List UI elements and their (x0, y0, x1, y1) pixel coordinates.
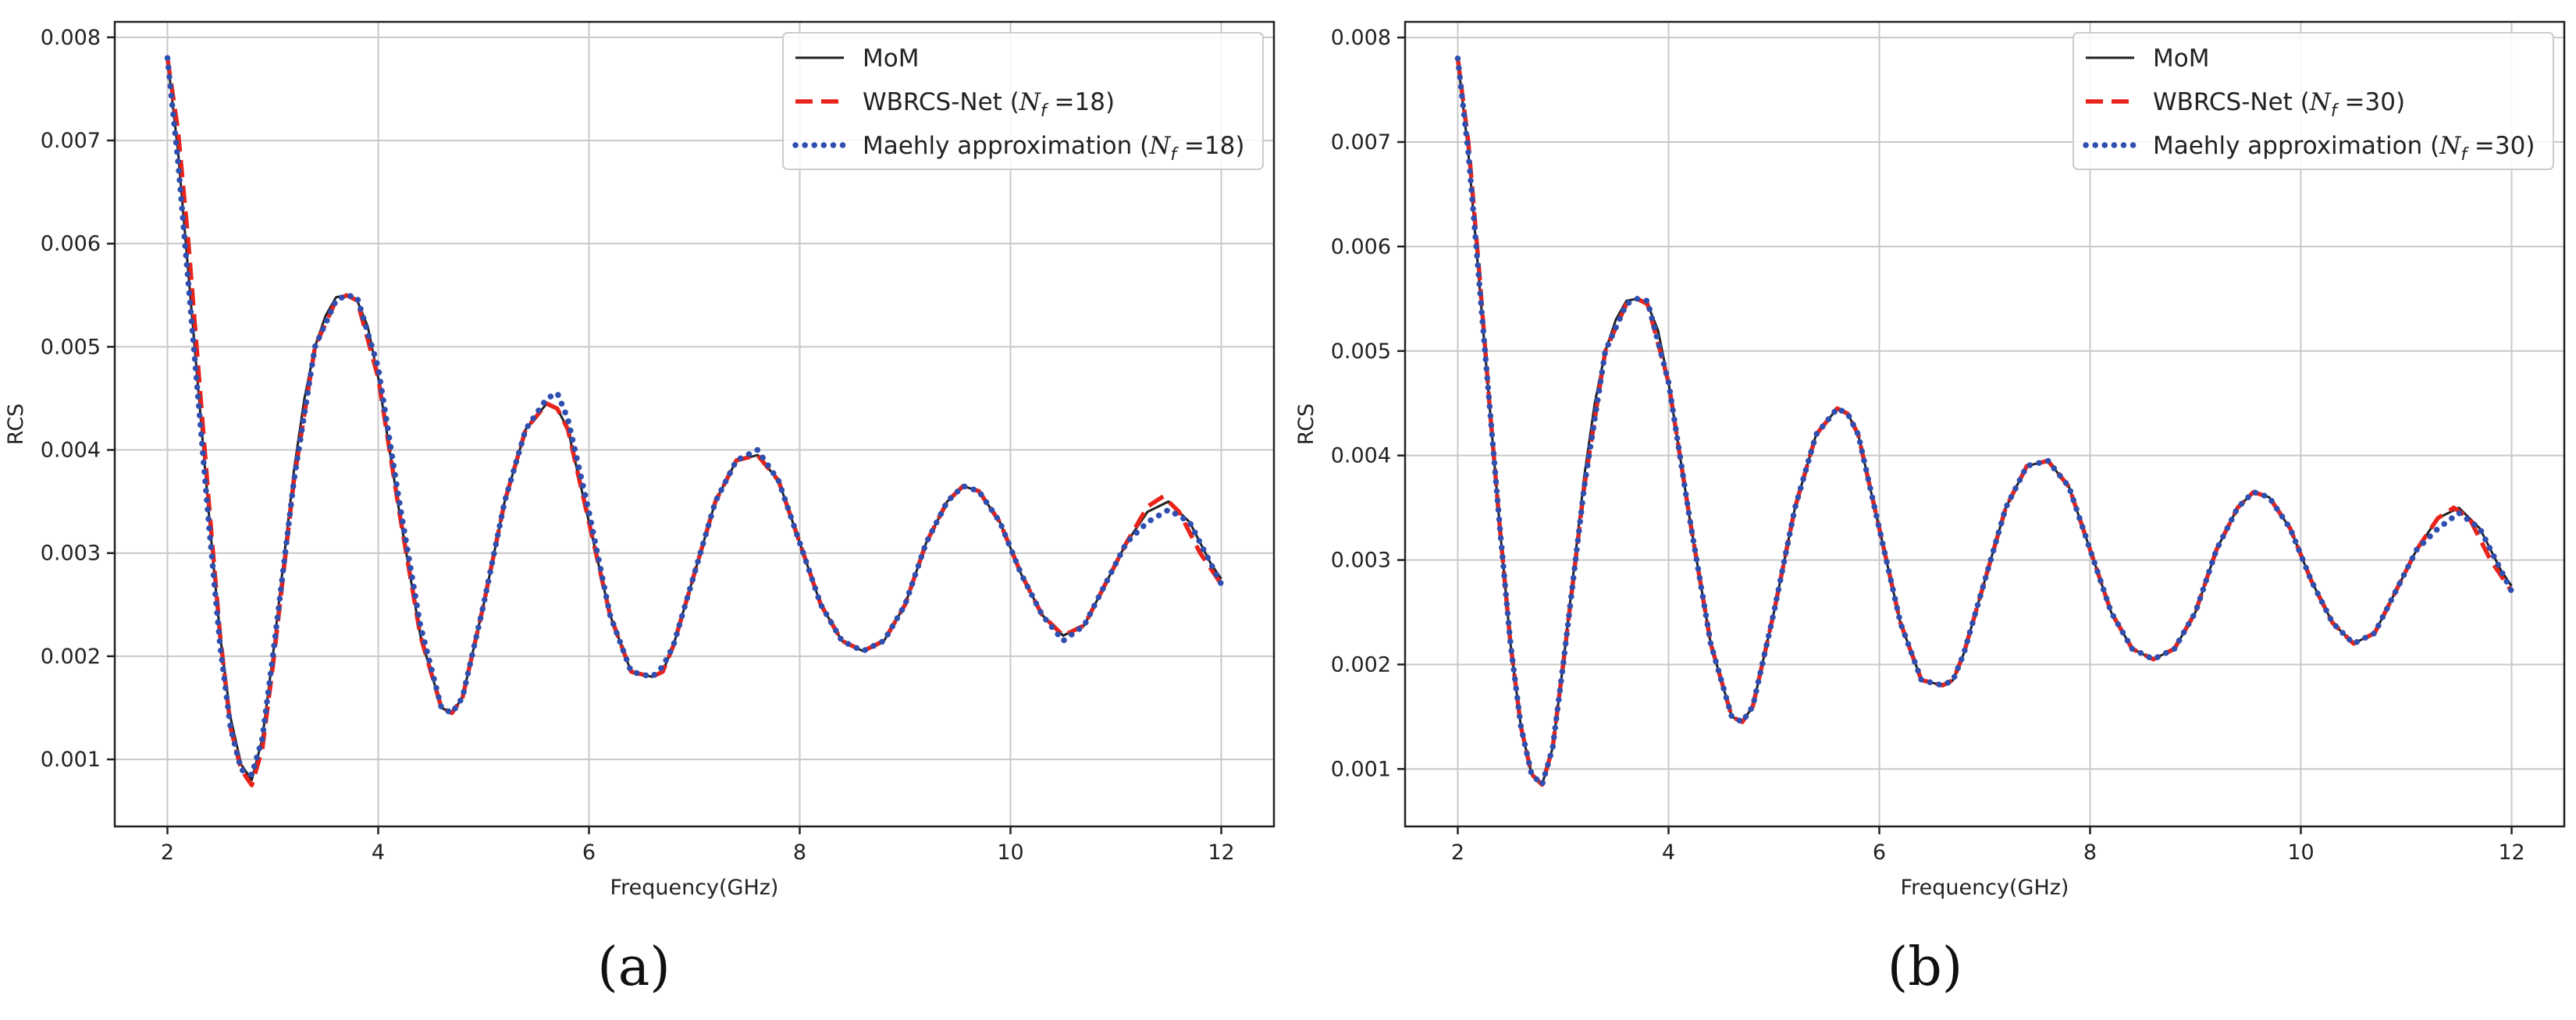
x-tick-label: 10 (2287, 841, 2314, 865)
y-tick-label: 0.007 (1331, 130, 1391, 155)
caption-b: (b) (1887, 936, 1963, 998)
x-tick-label: 4 (372, 841, 385, 865)
y-tick-label: 0.008 (41, 26, 101, 50)
y-tick-label: 0.003 (41, 542, 101, 566)
y-axis-label: RCS (4, 403, 28, 445)
x-tick-label: 2 (161, 841, 174, 865)
caption-a: (a) (597, 936, 671, 998)
y-axis-label: RCS (1294, 403, 1318, 445)
y-tick-label: 0.005 (41, 335, 101, 359)
y-tick-label: 0.004 (1331, 444, 1391, 468)
legend-box (2073, 32, 2554, 170)
x-tick-label: 4 (1662, 841, 1675, 865)
chart-panel-b: 2 4 6 8 10 12 0.001 0.002 0.003 0.004 0.005 0.006 0.… (1294, 20, 2566, 900)
x-tick-label: 8 (793, 841, 806, 865)
legend-label: WBRCS-Net (Nf =30) (2153, 88, 2405, 121)
series-line-dotted (164, 55, 1225, 778)
legend-label: Maehly approximation (Nf =30) (2153, 132, 2535, 165)
y-tick-label: 0.002 (41, 645, 101, 669)
y-tick-label: 0.001 (41, 748, 101, 772)
figure-canvas: 2 4 6 8 10 12 0.001 0.002 0.003 0.004 0.005 0.006 0.… (4, 20, 2566, 900)
y-tick-label: 0.007 (41, 129, 101, 153)
y-tick-label: 0.008 (1331, 26, 1391, 50)
legend: MoM WBRCS-Net (Nf =30) Maehly approximatio… (2073, 32, 2554, 170)
legend-label: Maehly approximation (Nf =18) (863, 132, 1244, 165)
axes-frame (113, 20, 1276, 828)
chart-panel-a: 2 4 6 8 10 12 0.001 0.002 0.003 0.004 0.005 0.006 0.… (4, 20, 1276, 900)
legend-label: MoM (2153, 44, 2209, 73)
x-tick-label: 12 (1208, 841, 1234, 865)
legend-label: MoM (863, 44, 919, 73)
legend-label: WBRCS-Net (Nf =18) (863, 88, 1115, 121)
legend-box (782, 32, 1264, 170)
x-tick-label: 2 (1451, 841, 1464, 865)
series-line-dotted (1454, 55, 2515, 788)
x-tick-label: 6 (1873, 841, 1886, 865)
y-tick-label: 0.001 (1331, 757, 1391, 781)
y-tick-label: 0.006 (41, 232, 101, 256)
x-tick-label: 10 (997, 841, 1023, 865)
y-tick-label: 0.003 (1331, 549, 1391, 573)
legend: MoM WBRCS-Net (Nf =18) Maehly approximatio… (782, 32, 1264, 170)
x-tick-label: 6 (582, 841, 596, 865)
x-tick-label: 8 (2083, 841, 2097, 865)
axes-frame (1404, 20, 2566, 828)
x-tick-label: 12 (2498, 841, 2524, 865)
y-tick-label: 0.004 (41, 439, 101, 463)
x-axis-label: Frequency(GHz) (1901, 876, 2069, 900)
x-axis-label: Frequency(GHz) (610, 876, 779, 900)
y-tick-label: 0.005 (1331, 339, 1391, 364)
y-tick-label: 0.002 (1331, 652, 1391, 677)
y-tick-label: 0.006 (1331, 235, 1391, 259)
